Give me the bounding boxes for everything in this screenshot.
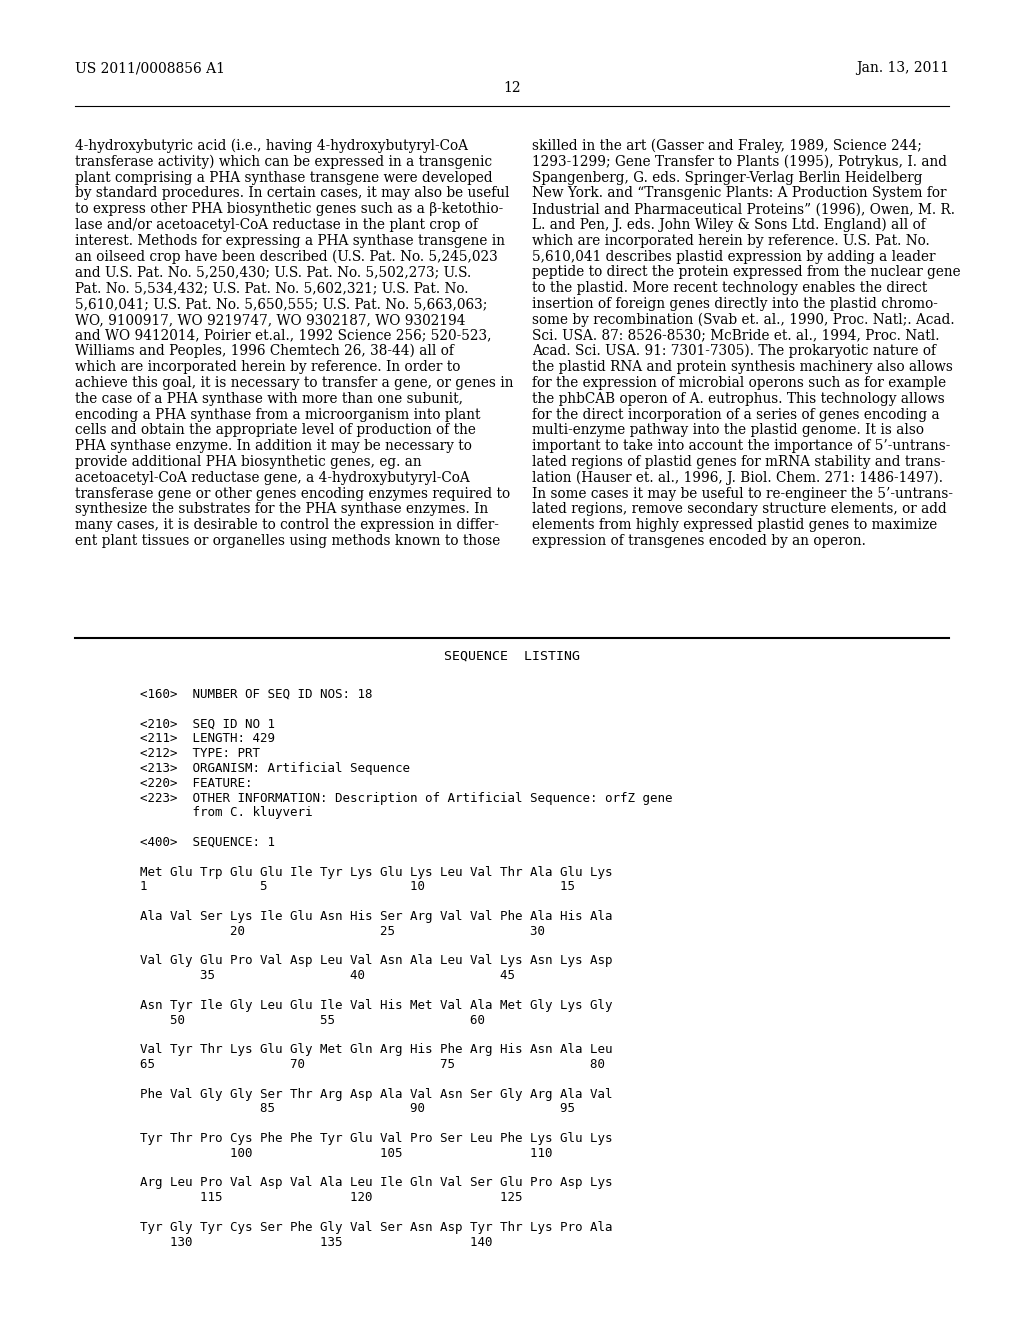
Text: <211>  LENGTH: 429: <211> LENGTH: 429 [140,733,275,746]
Text: cells and obtain the appropriate level of production of the: cells and obtain the appropriate level o… [75,424,476,437]
Text: peptide to direct the protein expressed from the nuclear gene: peptide to direct the protein expressed … [532,265,961,280]
Text: 50                  55                  60: 50 55 60 [140,1014,485,1027]
Text: lation (Hauser et. al., 1996, J. Biol. Chem. 271: 1486-1497).: lation (Hauser et. al., 1996, J. Biol. C… [532,470,943,484]
Text: L. and Pen, J. eds. John Wiley & Sons Ltd. England) all of: L. and Pen, J. eds. John Wiley & Sons Lt… [532,218,926,232]
Text: an oilseed crop have been described (U.S. Pat. No. 5,245,023: an oilseed crop have been described (U.S… [75,249,498,264]
Text: US 2011/0008856 A1: US 2011/0008856 A1 [75,61,225,75]
Text: Tyr Thr Pro Cys Phe Phe Tyr Glu Val Pro Ser Leu Phe Lys Glu Lys: Tyr Thr Pro Cys Phe Phe Tyr Glu Val Pro … [140,1133,612,1144]
Text: many cases, it is desirable to control the expression in differ-: many cases, it is desirable to control t… [75,519,499,532]
Text: and WO 9412014, Poirier et.al., 1992 Science 256; 520-523,: and WO 9412014, Poirier et.al., 1992 Sci… [75,329,492,343]
Text: the plastid RNA and protein synthesis machinery also allows: the plastid RNA and protein synthesis ma… [532,360,953,374]
Text: transferase activity) which can be expressed in a transgenic: transferase activity) which can be expre… [75,154,493,169]
Text: insertion of foreign genes directly into the plastid chromo-: insertion of foreign genes directly into… [532,297,938,312]
Text: PHA synthase enzyme. In addition it may be necessary to: PHA synthase enzyme. In addition it may … [75,440,472,453]
Text: lase and/or acetoacetyl-CoA reductase in the plant crop of: lase and/or acetoacetyl-CoA reductase in… [75,218,478,232]
Text: interest. Methods for expressing a PHA synthase transgene in: interest. Methods for expressing a PHA s… [75,234,505,248]
Text: Asn Tyr Ile Gly Leu Glu Ile Val His Met Val Ala Met Gly Lys Gly: Asn Tyr Ile Gly Leu Glu Ile Val His Met … [140,999,612,1012]
Text: the case of a PHA synthase with more than one subunit,: the case of a PHA synthase with more tha… [75,392,463,405]
Text: encoding a PHA synthase from a microorganism into plant: encoding a PHA synthase from a microorga… [75,408,480,421]
Text: 5,610,041 describes plastid expression by adding a leader: 5,610,041 describes plastid expression b… [532,249,936,264]
Text: Val Gly Glu Pro Val Asp Leu Val Asn Ala Leu Val Lys Asn Lys Asp: Val Gly Glu Pro Val Asp Leu Val Asn Ala … [140,954,612,968]
Text: Arg Leu Pro Val Asp Val Ala Leu Ile Gln Val Ser Glu Pro Asp Lys: Arg Leu Pro Val Asp Val Ala Leu Ile Gln … [140,1176,612,1189]
Text: expression of transgenes encoded by an operon.: expression of transgenes encoded by an o… [532,535,866,548]
Text: Phe Val Gly Gly Ser Thr Arg Asp Ala Val Asn Ser Gly Arg Ala Val: Phe Val Gly Gly Ser Thr Arg Asp Ala Val … [140,1088,612,1101]
Text: <160>  NUMBER OF SEQ ID NOS: 18: <160> NUMBER OF SEQ ID NOS: 18 [140,688,373,701]
Text: Ala Val Ser Lys Ile Glu Asn His Ser Arg Val Val Phe Ala His Ala: Ala Val Ser Lys Ile Glu Asn His Ser Arg … [140,909,612,923]
Text: 65                  70                  75                  80: 65 70 75 80 [140,1059,605,1071]
Text: multi-enzyme pathway into the plastid genome. It is also: multi-enzyme pathway into the plastid ge… [532,424,924,437]
Text: plant comprising a PHA synthase transgene were developed: plant comprising a PHA synthase transgen… [75,170,493,185]
Text: from C. kluyveri: from C. kluyveri [140,807,312,820]
Text: Williams and Peoples, 1996 Chemtech 26, 38-44) all of: Williams and Peoples, 1996 Chemtech 26, … [75,345,454,359]
Text: skilled in the art (Gasser and Fraley, 1989, Science 244;: skilled in the art (Gasser and Fraley, 1… [532,139,922,153]
Text: 100                 105                 110: 100 105 110 [140,1147,553,1160]
Text: In some cases it may be useful to re-engineer the 5’-untrans-: In some cases it may be useful to re-eng… [532,487,953,500]
Text: WO, 9100917, WO 9219747, WO 9302187, WO 9302194: WO, 9100917, WO 9219747, WO 9302187, WO … [75,313,466,327]
Text: lated regions, remove secondary structure elements, or add: lated regions, remove secondary structur… [532,503,947,516]
Text: transferase gene or other genes encoding enzymes required to: transferase gene or other genes encoding… [75,487,510,500]
Text: 35                  40                  45: 35 40 45 [140,969,515,982]
Text: important to take into account the importance of 5’-untrans-: important to take into account the impor… [532,440,950,453]
Text: for the direct incorporation of a series of genes encoding a: for the direct incorporation of a series… [532,408,940,421]
Text: <210>  SEQ ID NO 1: <210> SEQ ID NO 1 [140,718,275,730]
Text: Industrial and Pharmaceutical Proteins” (1996), Owen, M. R.: Industrial and Pharmaceutical Proteins” … [532,202,955,216]
Text: to the plastid. More recent technology enables the direct: to the plastid. More recent technology e… [532,281,928,296]
Text: 20                  25                  30: 20 25 30 [140,925,545,937]
Text: and U.S. Pat. No. 5,250,430; U.S. Pat. No. 5,502,273; U.S.: and U.S. Pat. No. 5,250,430; U.S. Pat. N… [75,265,471,280]
Text: 1293-1299; Gene Transfer to Plants (1995), Potrykus, I. and: 1293-1299; Gene Transfer to Plants (1995… [532,154,947,169]
Text: <212>  TYPE: PRT: <212> TYPE: PRT [140,747,260,760]
Text: New York. and “Transgenic Plants: A Production System for: New York. and “Transgenic Plants: A Prod… [532,186,946,201]
Text: SEQUENCE  LISTING: SEQUENCE LISTING [444,649,580,663]
Text: Spangenberg, G. eds. Springer-Verlag Berlin Heidelberg: Spangenberg, G. eds. Springer-Verlag Ber… [532,170,923,185]
Text: for the expression of microbial operons such as for example: for the expression of microbial operons … [532,376,946,389]
Text: 1               5                   10                  15: 1 5 10 15 [140,880,575,894]
Text: Val Tyr Thr Lys Glu Gly Met Gln Arg His Phe Arg His Asn Ala Leu: Val Tyr Thr Lys Glu Gly Met Gln Arg His … [140,1043,612,1056]
Text: 130                 135                 140: 130 135 140 [140,1236,493,1249]
Text: Acad. Sci. USA. 91: 7301-7305). The prokaryotic nature of: Acad. Sci. USA. 91: 7301-7305). The prok… [532,345,936,359]
Text: 12: 12 [503,81,521,95]
Text: 115                 120                 125: 115 120 125 [140,1191,522,1204]
Text: provide additional PHA biosynthetic genes, eg. an: provide additional PHA biosynthetic gene… [75,455,422,469]
Text: 5,610,041; U.S. Pat. No. 5,650,555; U.S. Pat. No. 5,663,063;: 5,610,041; U.S. Pat. No. 5,650,555; U.S.… [75,297,487,312]
Text: Sci. USA. 87: 8526-8530; McBride et. al., 1994, Proc. Natl.: Sci. USA. 87: 8526-8530; McBride et. al.… [532,329,939,343]
Text: which are incorporated herein by reference. U.S. Pat. No.: which are incorporated herein by referen… [532,234,930,248]
Text: <223>  OTHER INFORMATION: Description of Artificial Sequence: orfZ gene: <223> OTHER INFORMATION: Description of … [140,792,673,805]
Text: elements from highly expressed plastid genes to maximize: elements from highly expressed plastid g… [532,519,937,532]
Text: 4-hydroxybutyric acid (i.e., having 4-hydroxybutyryl-CoA: 4-hydroxybutyric acid (i.e., having 4-hy… [75,139,468,153]
Text: the phbCAB operon of A. eutrophus. This technology allows: the phbCAB operon of A. eutrophus. This … [532,392,945,405]
Text: some by recombination (Svab et. al., 1990, Proc. Natl;. Acad.: some by recombination (Svab et. al., 199… [532,313,954,327]
Text: achieve this goal, it is necessary to transfer a gene, or genes in: achieve this goal, it is necessary to tr… [75,376,513,389]
Text: Met Glu Trp Glu Glu Ile Tyr Lys Glu Lys Leu Val Thr Ala Glu Lys: Met Glu Trp Glu Glu Ile Tyr Lys Glu Lys … [140,866,612,879]
Text: Pat. No. 5,534,432; U.S. Pat. No. 5,602,321; U.S. Pat. No.: Pat. No. 5,534,432; U.S. Pat. No. 5,602,… [75,281,469,296]
Text: <400>  SEQUENCE: 1: <400> SEQUENCE: 1 [140,836,275,849]
Text: lated regions of plastid genes for mRNA stability and trans-: lated regions of plastid genes for mRNA … [532,455,945,469]
Text: <220>  FEATURE:: <220> FEATURE: [140,776,253,789]
Text: ent plant tissues or organelles using methods known to those: ent plant tissues or organelles using me… [75,535,501,548]
Text: acetoacetyl-CoA reductase gene, a 4-hydroxybutyryl-CoA: acetoacetyl-CoA reductase gene, a 4-hydr… [75,471,470,484]
Text: Tyr Gly Tyr Cys Ser Phe Gly Val Ser Asn Asp Tyr Thr Lys Pro Ala: Tyr Gly Tyr Cys Ser Phe Gly Val Ser Asn … [140,1221,612,1234]
Text: which are incorporated herein by reference. In order to: which are incorporated herein by referen… [75,360,461,374]
Text: to express other PHA biosynthetic genes such as a β-ketothio-: to express other PHA biosynthetic genes … [75,202,503,216]
Text: 85                  90                  95: 85 90 95 [140,1102,575,1115]
Text: <213>  ORGANISM: Artificial Sequence: <213> ORGANISM: Artificial Sequence [140,762,410,775]
Text: synthesize the substrates for the PHA synthase enzymes. In: synthesize the substrates for the PHA sy… [75,503,488,516]
Text: by standard procedures. In certain cases, it may also be useful: by standard procedures. In certain cases… [75,186,510,201]
Text: Jan. 13, 2011: Jan. 13, 2011 [856,61,949,75]
